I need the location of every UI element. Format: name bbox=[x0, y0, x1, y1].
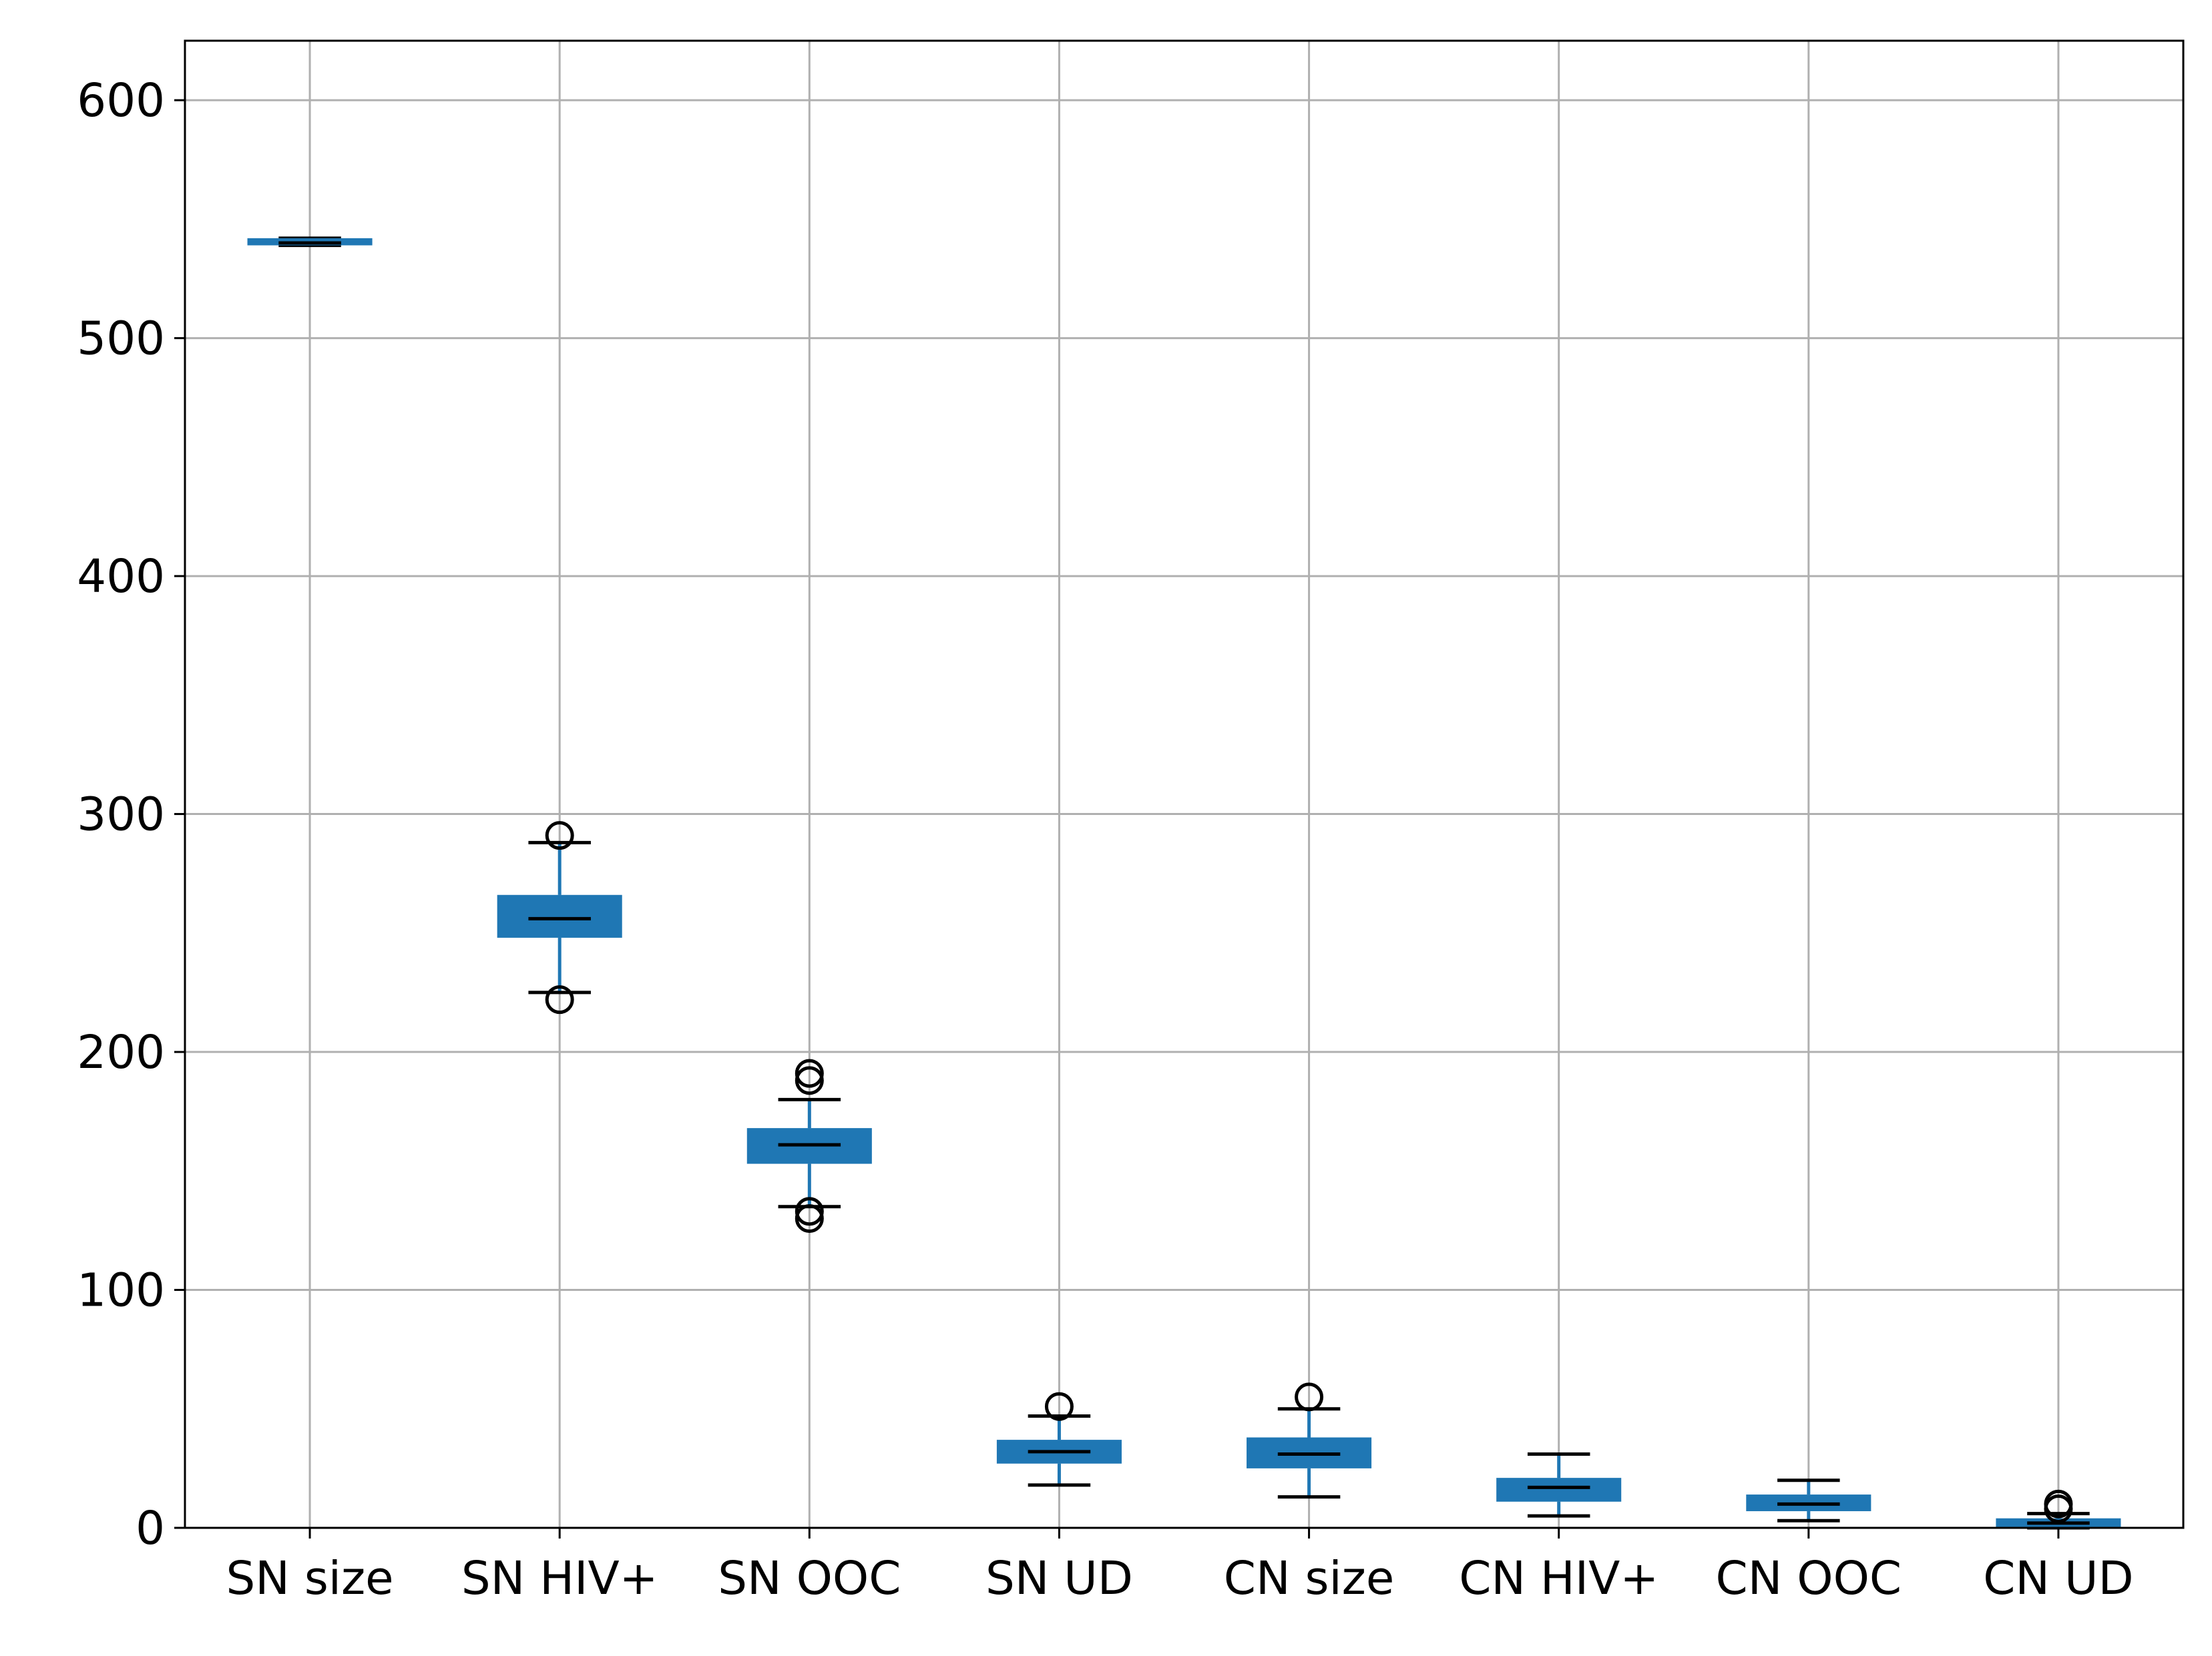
box-iqr bbox=[497, 894, 622, 938]
x-tick-label: SN size bbox=[226, 1552, 393, 1605]
flier-point bbox=[2044, 1494, 2073, 1523]
flier-point bbox=[1295, 1382, 1324, 1412]
flier-point bbox=[1044, 1392, 1074, 1421]
box-group bbox=[497, 821, 622, 1015]
box-iqr bbox=[1496, 1478, 1622, 1502]
flier-point bbox=[795, 1066, 824, 1095]
box-group bbox=[746, 1059, 872, 1233]
x-tick-label: SN UD bbox=[985, 1552, 1133, 1605]
flier-point bbox=[545, 821, 574, 850]
box-group bbox=[996, 1392, 1122, 1487]
plot-frame bbox=[184, 39, 2185, 1529]
x-tick-label: CN HIV+ bbox=[1459, 1552, 1658, 1605]
box-group bbox=[1996, 1489, 2121, 1530]
x-tick-label: CN UD bbox=[1983, 1552, 2133, 1605]
x-tick-label: SN HIV+ bbox=[461, 1552, 658, 1605]
y-tick-label: 400 bbox=[77, 550, 165, 603]
box-group bbox=[1247, 1382, 1372, 1499]
y-tick-label: 100 bbox=[77, 1264, 165, 1318]
x-tick-label: CN OOC bbox=[1716, 1552, 1902, 1605]
box-group bbox=[1496, 1452, 1622, 1518]
flier-point bbox=[795, 1059, 824, 1088]
y-tick-label: 600 bbox=[77, 74, 165, 127]
y-tick-label: 500 bbox=[77, 312, 165, 366]
box-group bbox=[1746, 1478, 1871, 1523]
axes: 0 100 200 300 400 500 600 SN size SN HIV+ SN OOC S… bbox=[77, 74, 2133, 1605]
x-tick-label: SN OOC bbox=[718, 1552, 901, 1605]
box-group bbox=[247, 236, 373, 248]
x-tick-label: CN size bbox=[1224, 1552, 1395, 1605]
gridlines bbox=[185, 41, 2183, 1529]
flier-point bbox=[545, 985, 574, 1015]
y-tick-label: 200 bbox=[77, 1026, 165, 1079]
flier-point bbox=[795, 1197, 824, 1226]
flier-point bbox=[795, 1204, 824, 1233]
boxes bbox=[247, 236, 2121, 1530]
y-tick-label: 300 bbox=[77, 788, 165, 842]
y-tick-label: 0 bbox=[136, 1502, 165, 1555]
